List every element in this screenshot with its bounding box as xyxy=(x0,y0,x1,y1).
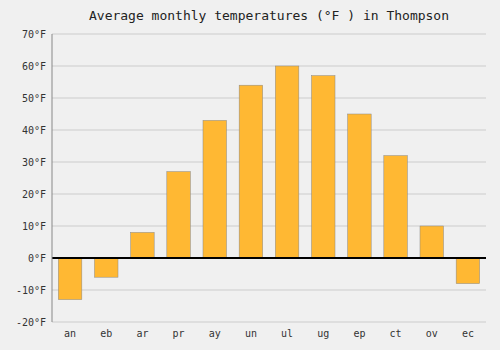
bar xyxy=(58,258,82,300)
y-tick-label: 60°F xyxy=(22,61,46,72)
bar xyxy=(239,85,263,258)
bar xyxy=(384,156,408,258)
x-tick-label: an xyxy=(64,328,76,339)
y-tick-label: 10°F xyxy=(22,221,46,232)
y-tick-label: 20°F xyxy=(22,189,46,200)
x-tick-label: pr xyxy=(173,328,185,339)
grid-line xyxy=(52,162,486,163)
grid-line xyxy=(52,322,486,323)
bar xyxy=(456,258,480,284)
y-tick-label: -10°F xyxy=(16,285,46,296)
bar xyxy=(311,76,335,258)
bar xyxy=(131,232,155,258)
grid-line xyxy=(52,66,486,67)
y-tick-label: 70°F xyxy=(22,29,46,40)
grid-line xyxy=(52,290,486,291)
x-tick-label: eb xyxy=(100,328,112,339)
y-tick-label: 0°F xyxy=(28,253,46,264)
y-axis-line xyxy=(52,34,53,322)
x-tick-label: un xyxy=(245,328,257,339)
grid-line xyxy=(52,130,486,131)
x-tick-label: ep xyxy=(353,328,365,339)
bar xyxy=(94,258,118,277)
bar xyxy=(420,226,444,258)
x-tick-label: ct xyxy=(390,328,402,339)
y-tick-label: 30°F xyxy=(22,157,46,168)
x-tick-label: ov xyxy=(426,328,438,339)
title: Average monthly temperatures (°F ) in Th… xyxy=(89,8,449,23)
x-tick-label: ec xyxy=(462,328,474,339)
x-tick-label: ug xyxy=(317,328,329,339)
grid-line xyxy=(52,258,486,259)
x-tick-label: ay xyxy=(209,328,221,339)
y-tick-label: 40°F xyxy=(22,125,46,136)
bar xyxy=(167,172,191,258)
bar xyxy=(275,66,299,258)
grid xyxy=(52,34,486,322)
baseline xyxy=(52,257,486,259)
y-tick-label: -20°F xyxy=(16,317,46,328)
grid-line xyxy=(52,34,486,35)
bar xyxy=(203,120,227,258)
grid-line xyxy=(52,194,486,195)
bar xyxy=(348,114,372,258)
background xyxy=(0,0,500,350)
y-tick-label: 50°F xyxy=(22,93,46,104)
grid-line xyxy=(52,98,486,99)
x-tick-label: ar xyxy=(136,328,148,339)
bars xyxy=(58,66,479,300)
chart: Average monthly temperatures (°F ) in Th… xyxy=(0,0,500,350)
x-tick-label: ul xyxy=(281,328,293,339)
